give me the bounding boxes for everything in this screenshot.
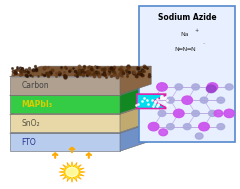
Polygon shape [10, 133, 120, 151]
Circle shape [217, 97, 225, 103]
Polygon shape [10, 104, 151, 114]
Circle shape [195, 133, 203, 139]
Polygon shape [10, 85, 151, 95]
Circle shape [167, 124, 174, 130]
Polygon shape [10, 114, 120, 132]
Polygon shape [10, 95, 120, 113]
Circle shape [167, 97, 174, 103]
Circle shape [225, 84, 233, 90]
Polygon shape [120, 104, 151, 132]
Circle shape [145, 97, 153, 103]
Circle shape [200, 97, 208, 103]
Polygon shape [120, 123, 151, 151]
Polygon shape [120, 85, 151, 113]
Text: Carbon: Carbon [22, 81, 49, 90]
Circle shape [150, 97, 157, 103]
Polygon shape [10, 77, 120, 94]
Circle shape [207, 83, 218, 91]
Polygon shape [59, 162, 85, 182]
Text: SnO₂: SnO₂ [22, 119, 40, 128]
Circle shape [192, 84, 199, 90]
Polygon shape [120, 66, 151, 94]
Polygon shape [10, 66, 151, 77]
Circle shape [217, 124, 225, 130]
Circle shape [66, 167, 78, 177]
Circle shape [199, 122, 209, 131]
Circle shape [158, 110, 166, 116]
Text: FTO: FTO [22, 138, 36, 147]
Circle shape [157, 83, 167, 91]
Circle shape [175, 84, 183, 90]
Text: N═N═N: N═N═N [174, 47, 196, 52]
Text: Sodium Azide: Sodium Azide [158, 13, 216, 22]
Polygon shape [10, 123, 151, 133]
FancyBboxPatch shape [139, 6, 235, 142]
Text: Na: Na [180, 32, 189, 36]
Text: MAPbI₃: MAPbI₃ [22, 100, 53, 109]
Circle shape [209, 110, 216, 116]
Circle shape [174, 109, 184, 118]
Polygon shape [137, 94, 166, 108]
Circle shape [182, 96, 192, 104]
Text: +: + [195, 28, 199, 33]
Text: ⁻: ⁻ [203, 43, 205, 48]
Circle shape [206, 85, 216, 93]
Circle shape [214, 110, 223, 117]
Circle shape [159, 129, 168, 136]
Circle shape [183, 124, 191, 130]
Circle shape [224, 109, 234, 118]
Circle shape [192, 110, 199, 116]
Circle shape [148, 122, 159, 131]
